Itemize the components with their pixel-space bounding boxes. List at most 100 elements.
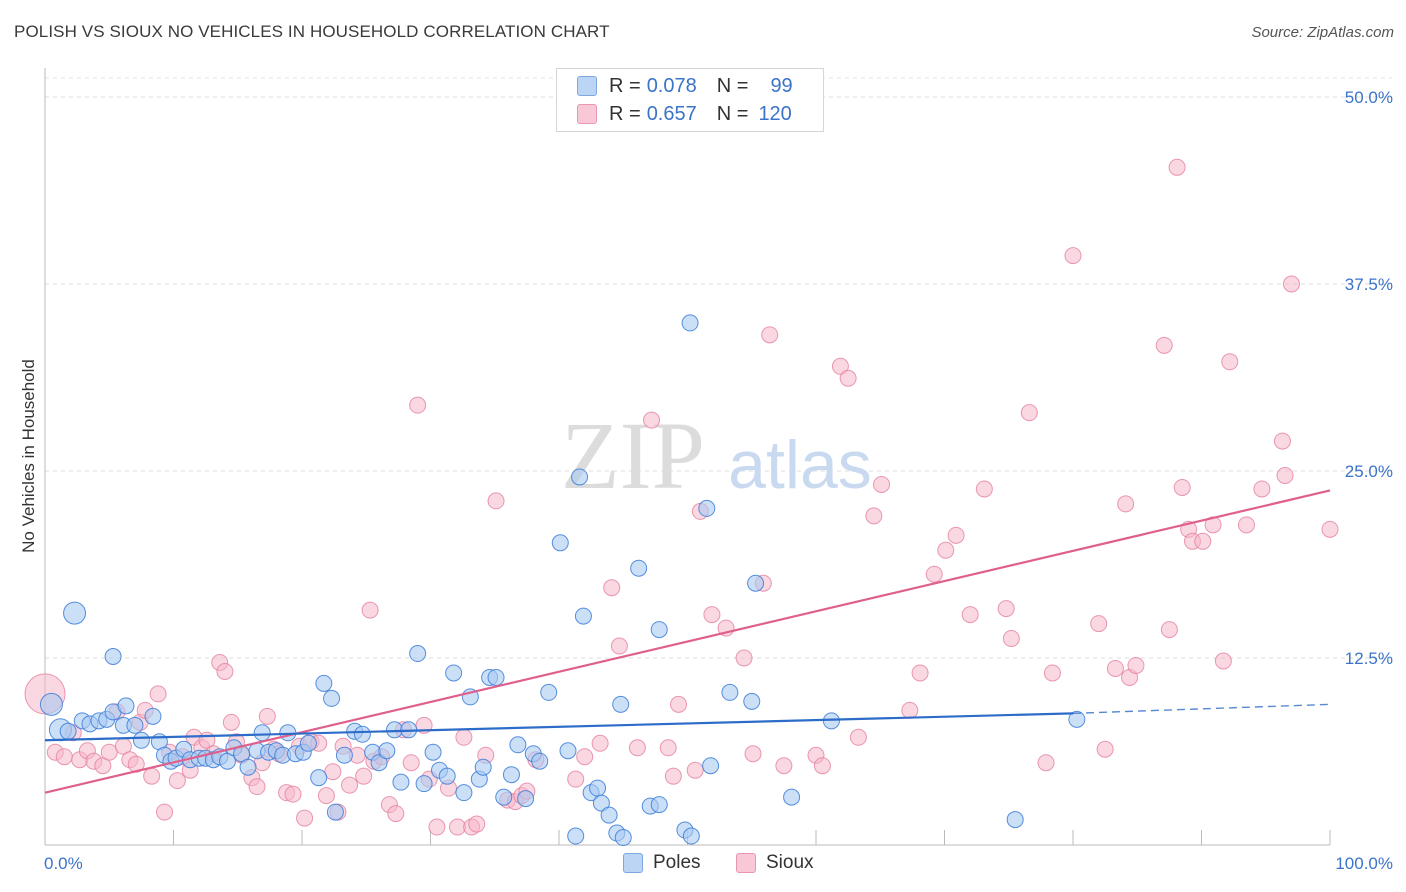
sioux-point <box>761 326 779 344</box>
sioux-point <box>911 664 929 682</box>
poles-point <box>747 574 765 592</box>
y-axis-label: No Vehicles in Household <box>19 359 38 553</box>
sioux-point <box>831 357 849 375</box>
watermark-zip: ZIP <box>561 402 705 509</box>
legend-item-poles[interactable]: Poles <box>623 852 701 874</box>
poles-point <box>487 668 505 686</box>
sioux-point <box>258 707 276 725</box>
sioux-r-label: R = <box>609 102 641 125</box>
sioux-point <box>775 757 793 775</box>
sioux-point <box>317 787 335 805</box>
sioux-point <box>1127 656 1145 674</box>
sioux-point <box>937 541 955 559</box>
sioux-point <box>448 818 466 836</box>
sioux-point <box>341 776 359 794</box>
poles-point <box>104 648 122 666</box>
poles-point <box>63 601 87 625</box>
sioux-r-value: 0.657 <box>646 102 697 125</box>
sioux-point <box>324 763 342 781</box>
y-tick-label-2: 37.5% <box>1345 275 1393 294</box>
sioux-point <box>1173 478 1191 496</box>
sioux-point <box>1043 664 1061 682</box>
sioux-point <box>703 606 721 624</box>
sioux-point <box>55 748 73 766</box>
source-credit: Source: ZipAtlas.com <box>1251 24 1394 41</box>
sioux-point <box>744 745 762 763</box>
poles-point <box>455 784 473 802</box>
poles-point <box>39 692 63 716</box>
poles-point <box>239 758 257 776</box>
poles-point <box>132 731 150 749</box>
poles-point <box>310 769 328 787</box>
sioux-point <box>659 739 677 757</box>
poles-swatch <box>577 76 597 96</box>
legend-item-sioux[interactable]: Sioux <box>736 852 814 874</box>
sioux-point <box>361 601 379 619</box>
poles-point <box>567 827 585 845</box>
sioux-point <box>487 492 505 510</box>
sioux-point <box>1117 495 1135 513</box>
poles-point <box>681 314 699 332</box>
sioux-point <box>610 637 628 655</box>
sioux-point <box>865 507 883 525</box>
axes <box>44 68 1331 846</box>
sioux-point <box>100 743 118 761</box>
y-tick-label-3: 50.0% <box>1345 88 1393 107</box>
sioux-point <box>1020 404 1038 422</box>
poles-point <box>571 468 589 486</box>
sioux-point <box>296 809 314 827</box>
sioux-point <box>1160 621 1178 639</box>
y-tick-label-0: 12.5% <box>1345 649 1393 668</box>
sioux-point <box>1214 652 1232 670</box>
poles-point <box>409 645 427 663</box>
poles-point <box>117 697 135 715</box>
sioux-point <box>567 770 585 788</box>
y-tick-label-1: 25.0% <box>1345 462 1393 481</box>
sioux-n-label: N = <box>716 102 749 125</box>
sioux-point <box>873 475 891 493</box>
poles-point <box>392 773 410 791</box>
sioux-point <box>284 785 302 803</box>
poles-point <box>702 757 720 775</box>
poles-point <box>495 788 513 806</box>
x-tick-label-max: 100.0% <box>1335 854 1393 873</box>
sioux-point <box>1237 516 1255 534</box>
poles-point <box>378 742 396 760</box>
sioux-n-value: 120 <box>758 102 792 125</box>
sioux-point <box>975 480 993 498</box>
sioux-point <box>1273 432 1291 450</box>
poles-point <box>1006 811 1024 829</box>
sioux-point <box>1155 336 1173 354</box>
poles-point <box>592 794 610 812</box>
x-tick-label-min: 0.0% <box>44 854 83 873</box>
watermark: ZIP atlas <box>561 402 872 509</box>
watermark-atlas: atlas <box>728 427 872 503</box>
poles-point <box>370 754 388 772</box>
poles-point <box>743 692 761 710</box>
poles-point <box>614 829 632 847</box>
sioux-point <box>468 815 486 833</box>
sioux-point <box>1090 615 1108 633</box>
grid-lines <box>45 77 1392 659</box>
poles-point <box>323 689 341 707</box>
sioux-point <box>455 728 473 746</box>
poles-point <box>438 767 456 785</box>
poles-point <box>424 743 442 761</box>
poles-r-label: R = <box>609 74 641 97</box>
poles-point <box>59 722 77 740</box>
sioux-point <box>961 606 979 624</box>
sioux-point <box>387 805 405 823</box>
sioux-point <box>576 748 594 766</box>
poles-point <box>600 806 618 824</box>
sioux-point <box>1282 275 1300 293</box>
sioux-point <box>156 803 174 821</box>
sioux-point <box>216 662 234 680</box>
poles-legend-swatch <box>623 853 643 873</box>
poles-point <box>144 707 162 725</box>
poles-point <box>326 803 344 821</box>
sioux-point <box>1037 754 1055 772</box>
sioux-point <box>735 649 753 667</box>
sioux-point <box>355 767 373 785</box>
poles-point <box>353 725 371 743</box>
